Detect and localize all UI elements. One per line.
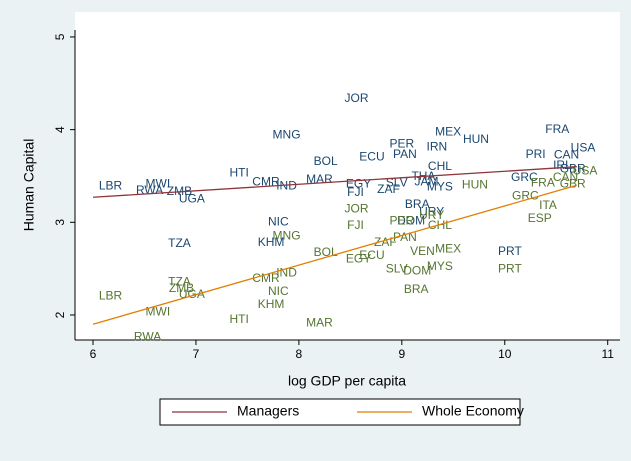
y-tick-label: 4 — [53, 126, 67, 133]
x-axis-title: log GDP per capita — [288, 373, 406, 389]
y-tick-label: 5 — [53, 33, 67, 40]
y-tick-label: 3 — [53, 219, 67, 226]
point-label: MNG — [273, 127, 301, 141]
point-label: GRC — [512, 189, 539, 203]
point-label: MYS — [427, 259, 453, 273]
point-label: JAM — [415, 175, 439, 189]
point-label: DOM — [397, 214, 425, 228]
point-label: LBR — [99, 289, 123, 303]
point-label: MWI — [146, 176, 171, 190]
point-label: MWI — [146, 304, 171, 318]
point-label: EGY — [346, 252, 371, 266]
y-axis-title: Human Capital — [21, 139, 37, 232]
point-label: USA — [571, 140, 596, 154]
point-label: PAN — [393, 147, 417, 161]
plot-area — [75, 12, 620, 340]
point-label: JOR — [345, 91, 369, 105]
point-label: CMR — [252, 271, 280, 285]
point-label: DOM — [403, 264, 431, 278]
point-label: USA — [573, 164, 598, 178]
point-label: NIC — [268, 214, 289, 228]
point-label: ECU — [359, 248, 384, 262]
point-label: HUN — [462, 177, 488, 191]
legend-label: Managers — [237, 403, 299, 419]
point-label: MAR — [306, 315, 333, 329]
point-label: URY — [419, 208, 444, 222]
point-label: CAN — [554, 148, 579, 162]
point-label: UGA — [179, 191, 205, 205]
point-label: GRC — [511, 170, 538, 184]
point-label: FJI — [347, 185, 364, 199]
x-tick-label: 11 — [601, 347, 614, 361]
point-label: URY — [419, 204, 444, 218]
point-label: TZA — [168, 236, 191, 250]
point-label: PRT — [498, 244, 522, 258]
point-label: HTI — [230, 165, 249, 179]
y-tick-label: 2 — [53, 311, 67, 318]
point-label: SLV — [386, 262, 408, 276]
point-label: CMR — [252, 175, 280, 189]
point-label: ZMB — [167, 184, 192, 198]
point-label: NIC — [268, 284, 289, 298]
point-label: HUN — [463, 132, 489, 146]
point-label: IRN — [426, 139, 447, 153]
point-label: ZMB — [169, 281, 194, 295]
point-label: FRA — [531, 176, 555, 190]
point-label: ESP — [528, 211, 552, 225]
point-label: GBR — [560, 176, 586, 190]
point-label: HTI — [230, 312, 249, 326]
point-label: CAN — [553, 170, 578, 184]
point-label: JOR — [345, 201, 369, 215]
point-label: TZA — [168, 275, 191, 289]
point-label: PRT — [498, 262, 522, 276]
fit-line — [92, 166, 577, 198]
point-label: MEX — [435, 241, 461, 255]
point-label: IND — [276, 265, 297, 279]
legend-label: Whole Economy — [422, 403, 524, 419]
x-tick-label: 9 — [398, 347, 405, 361]
point-label: CHL — [428, 159, 452, 173]
point-label: KHM — [258, 235, 285, 249]
point-label: LBR — [99, 178, 123, 192]
point-label: PRI — [526, 147, 546, 161]
point-label: FJI — [347, 218, 364, 232]
point-label: ITA — [539, 198, 557, 212]
point-label: BRA — [404, 282, 429, 296]
point-label: MYS — [427, 179, 453, 193]
point-label: BRA — [405, 197, 430, 211]
fit-line — [92, 184, 578, 325]
point-label: VEN — [410, 244, 435, 258]
x-tick-label: 7 — [193, 347, 200, 361]
point-label: FRA — [545, 122, 569, 136]
point-label: ZAF — [377, 182, 400, 196]
point-label: MEX — [435, 125, 461, 139]
x-tick-label: 6 — [90, 347, 97, 361]
point-label: RWA — [134, 329, 161, 343]
point-label: GBR — [560, 162, 586, 176]
x-tick-label: 10 — [498, 347, 512, 361]
point-label: ECU — [359, 150, 384, 164]
x-tick-label: 8 — [296, 347, 303, 361]
point-label: KHM — [258, 297, 285, 311]
point-label: MNG — [273, 228, 301, 242]
point-label: PER — [389, 214, 414, 228]
point-label: BOL — [314, 154, 338, 168]
point-label: PAN — [393, 230, 417, 244]
point-label: PER — [389, 137, 414, 151]
